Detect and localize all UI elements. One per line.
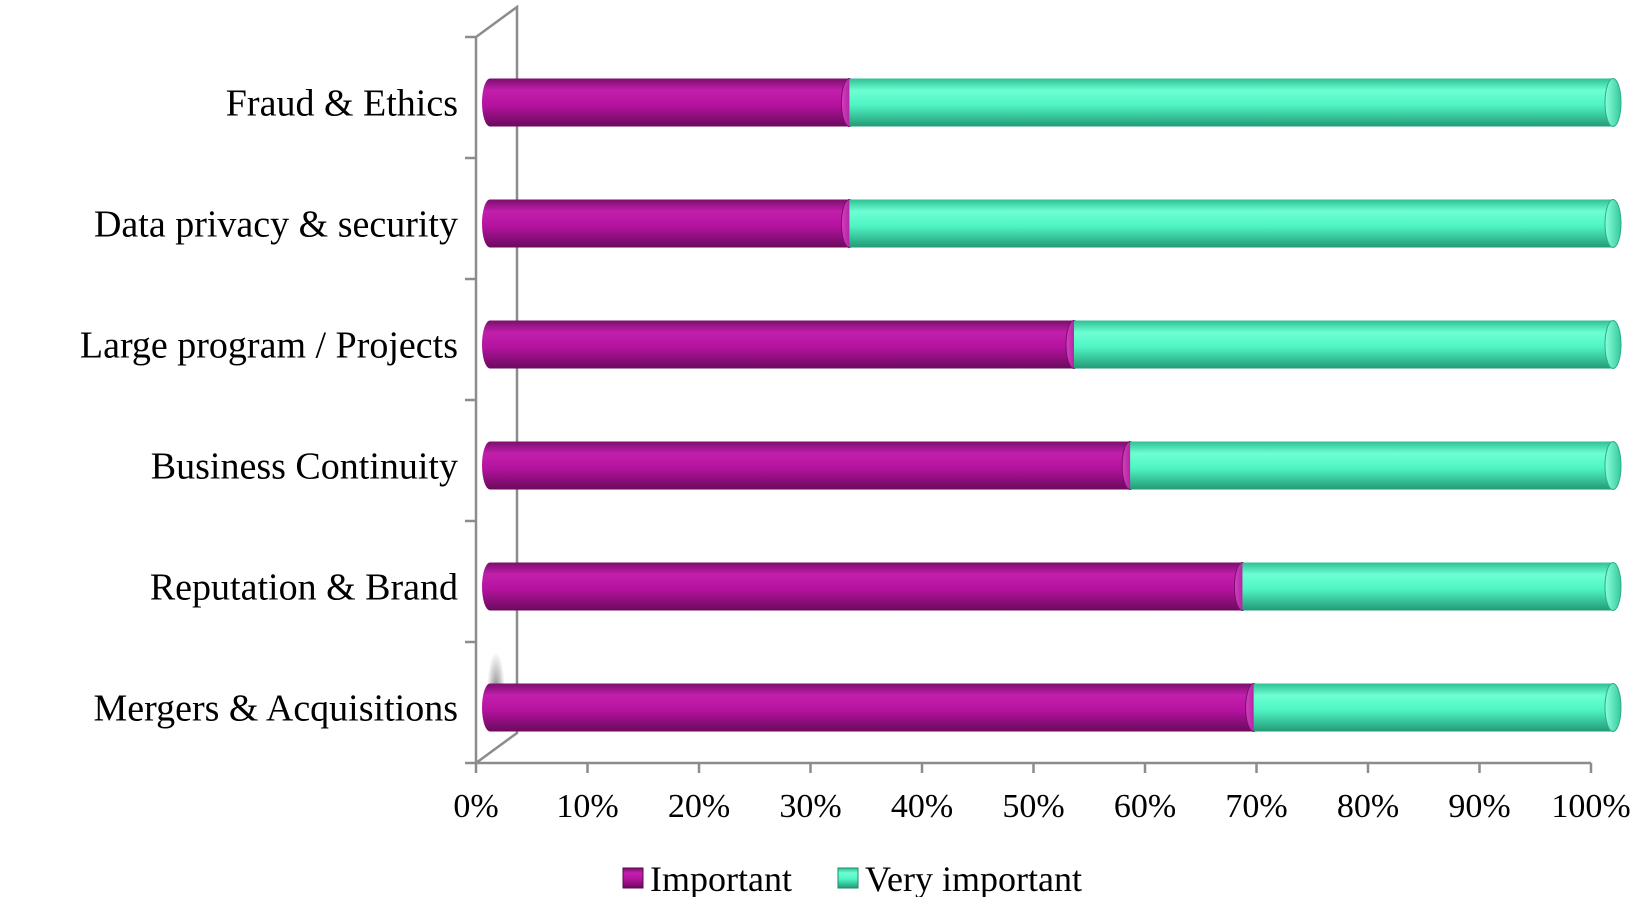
legend-swatch-important xyxy=(622,867,644,889)
bar-start-cap-data-privacy-security xyxy=(482,199,498,248)
category-label-data-privacy-security: Data privacy & security xyxy=(94,204,458,246)
legend-swatch-very-important xyxy=(837,867,859,889)
bar-start-cap-reputation-brand xyxy=(482,562,498,611)
x-axis-ticks xyxy=(474,763,1593,773)
x-tick-label: 10% xyxy=(556,788,618,825)
bar-row-fraud-ethics xyxy=(482,78,1622,127)
y-axis-ticks xyxy=(465,35,476,765)
x-tick-label: 90% xyxy=(1448,788,1510,825)
bars-group xyxy=(482,78,1622,732)
legend: Important Very important xyxy=(622,859,1082,897)
category-label-large-program-projects: Large program / Projects xyxy=(80,325,458,367)
x-tick-label: 60% xyxy=(1114,788,1176,825)
bar-row-mergers-acquisitions xyxy=(482,683,1622,732)
bar-start-cap-business-continuity xyxy=(482,441,498,490)
bar-row-large-program-projects xyxy=(482,320,1622,369)
bar-end-cap-very-important-large-program-projects xyxy=(1604,320,1622,369)
bar-segment-important-data-privacy-security xyxy=(490,199,850,248)
bar-row-reputation-brand xyxy=(482,562,1622,611)
x-tick-label: 30% xyxy=(779,788,841,825)
bar-segment-important-reputation-brand xyxy=(490,562,1243,611)
bar-row-business-continuity xyxy=(482,441,1622,490)
legend-label-very-important: Very important xyxy=(865,859,1082,897)
bar-segment-very-important-data-privacy-security xyxy=(849,199,1613,248)
bar-segment-very-important-business-continuity xyxy=(1130,441,1613,490)
x-tick-labels: 0% 10% 20% 30% 40% 50% 60% 70% 80% 90% 100% xyxy=(453,788,1630,825)
x-tick-label: 0% xyxy=(453,788,498,825)
category-label-reputation-brand: Reputation & Brand xyxy=(150,567,458,609)
bar-segment-important-mergers-acquisitions xyxy=(490,683,1254,732)
bar-end-cap-very-important-mergers-acquisitions xyxy=(1604,683,1622,732)
bar-start-cap-mergers-acquisitions xyxy=(482,683,498,732)
x-tick-label: 40% xyxy=(891,788,953,825)
bar-end-cap-very-important-data-privacy-security xyxy=(1604,199,1622,248)
legend-label-important: Important xyxy=(650,859,792,897)
bar-segment-important-fraud-ethics xyxy=(490,78,850,127)
bar-start-cap-fraud-ethics xyxy=(482,78,498,127)
bar-segment-very-important-reputation-brand xyxy=(1242,562,1613,611)
x-tick-label: 80% xyxy=(1337,788,1399,825)
bar-segment-important-business-continuity xyxy=(490,441,1131,490)
bar-row-data-privacy-security xyxy=(482,199,1622,248)
bar-segment-very-important-fraud-ethics xyxy=(849,78,1613,127)
x-tick-label: 70% xyxy=(1225,788,1287,825)
bar-end-cap-very-important-fraud-ethics xyxy=(1604,78,1622,127)
category-label-business-continuity: Business Continuity xyxy=(151,446,458,488)
back-wall-edge xyxy=(475,4,519,765)
legend-item-very-important: Very important xyxy=(837,859,1082,897)
legend-item-important: Important xyxy=(622,859,792,897)
x-tick-label: 50% xyxy=(1002,788,1064,825)
category-label-mergers-acquisitions: Mergers & Acquisitions xyxy=(93,688,458,730)
x-tick-label: 100% xyxy=(1551,788,1630,825)
bar-segment-very-important-large-program-projects xyxy=(1073,320,1613,369)
x-tick-label: 20% xyxy=(668,788,730,825)
bar-end-cap-very-important-business-continuity xyxy=(1604,441,1622,490)
bar-segment-very-important-mergers-acquisitions xyxy=(1253,683,1613,732)
axis-frame xyxy=(465,4,1593,773)
bar-end-cap-very-important-reputation-brand xyxy=(1604,562,1622,611)
bar-segment-important-large-program-projects xyxy=(490,320,1074,369)
category-labels: Mergers & Acquisitions Reputation & Brand… xyxy=(80,83,458,730)
bar-start-cap-large-program-projects xyxy=(482,320,498,369)
category-label-fraud-ethics: Fraud & Ethics xyxy=(226,83,458,125)
